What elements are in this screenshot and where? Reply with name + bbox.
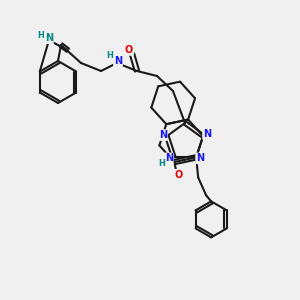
Text: H: H <box>38 31 44 40</box>
Text: N: N <box>159 130 167 140</box>
Text: N: N <box>196 153 204 164</box>
Text: N: N <box>165 153 173 164</box>
Text: H: H <box>106 52 113 61</box>
Text: N: N <box>203 129 211 139</box>
Text: O: O <box>175 170 183 180</box>
Text: N: N <box>45 33 53 43</box>
Text: N: N <box>114 56 122 66</box>
Text: H: H <box>158 159 165 168</box>
Text: O: O <box>125 45 133 55</box>
